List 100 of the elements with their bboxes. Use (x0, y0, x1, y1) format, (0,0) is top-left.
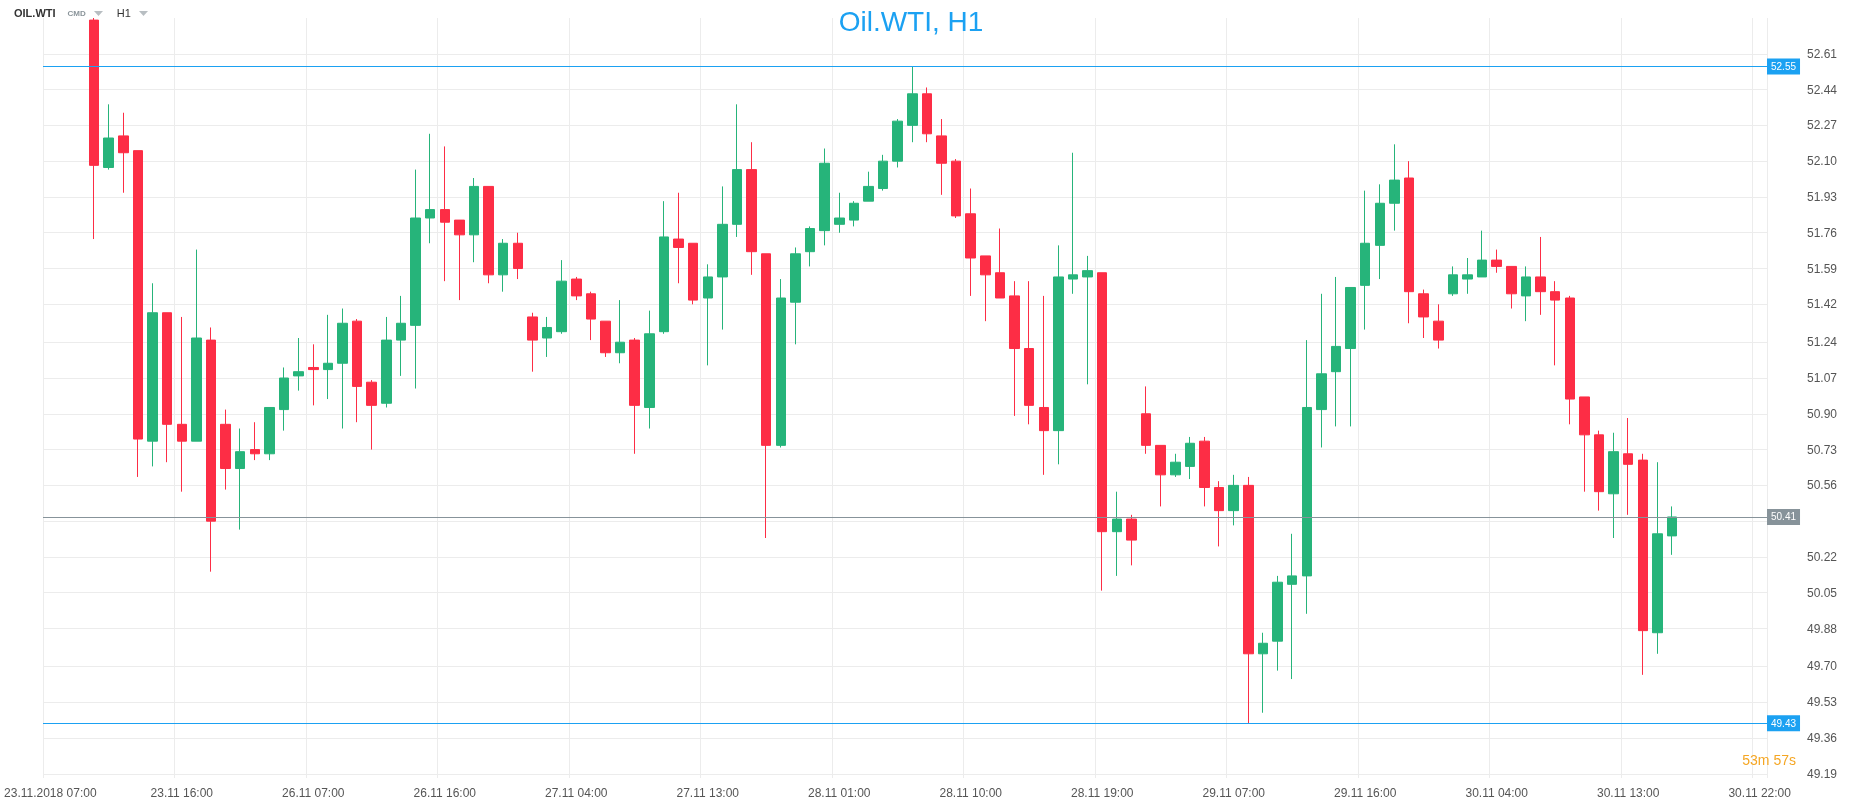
ref-line-label: 50.41 (1771, 511, 1797, 523)
candlestick (147, 282, 158, 467)
y-tick-label: 51.07 (1807, 371, 1838, 385)
candlestick (279, 366, 289, 432)
candlestick (498, 238, 508, 293)
chart-title: Oil.WTI, H1 (838, 5, 984, 37)
candlestick (513, 232, 523, 280)
y-tick-label: 50.56 (1807, 478, 1838, 493)
y-tick-label: 52.44 (1807, 82, 1838, 97)
candlestick (1009, 280, 1020, 417)
y-tick-label: 51.93 (1807, 189, 1838, 204)
candlestick (293, 337, 304, 392)
x-tick-label: 29.11 16:00 (1333, 786, 1397, 800)
candlestick (1097, 272, 1107, 592)
candlestick (629, 337, 640, 455)
candlestick (1287, 533, 1297, 680)
annotation: H1 (116, 7, 131, 19)
candlestick (177, 316, 187, 493)
candlestick (1652, 461, 1663, 655)
candlestick (1375, 183, 1385, 280)
x-tick-label: 28.11 10:00 (939, 786, 1003, 800)
candlestick (717, 185, 728, 331)
candlestick (1608, 432, 1619, 539)
y-tick-label: 52.27 (1807, 118, 1838, 133)
candlestick (162, 312, 172, 463)
candlestick (1565, 295, 1575, 425)
candlestick (191, 249, 202, 442)
candlestick (1345, 286, 1356, 427)
candlestick (469, 177, 479, 263)
candlestick (323, 314, 333, 400)
candlestick (1418, 289, 1429, 339)
candlestick (1521, 265, 1531, 322)
candlestick (951, 158, 961, 219)
candlestick (1594, 430, 1604, 512)
candlestick (381, 316, 392, 408)
candlestick (1550, 280, 1560, 366)
candlestick (615, 299, 625, 364)
candlestick (805, 225, 815, 267)
candlestick (907, 65, 918, 143)
candlestick (118, 112, 129, 194)
candlestick (103, 103, 114, 171)
candlestick (396, 295, 406, 377)
candlestick (1579, 396, 1590, 493)
candlestick (732, 103, 742, 238)
candlestick (440, 145, 450, 282)
x-tick-label: 30.11 22:00 (1728, 786, 1792, 800)
candlestick (1112, 491, 1122, 577)
candlestick (761, 253, 771, 539)
candlestick (790, 246, 801, 345)
candlestick (1141, 385, 1151, 455)
candlestick (980, 255, 991, 322)
candlestick (133, 150, 143, 478)
candlestick (586, 291, 596, 341)
candlestick (1491, 249, 1502, 274)
candlestick (1638, 453, 1648, 676)
candlestick (1667, 505, 1677, 556)
x-tick-label: 27.11 13:00 (676, 786, 740, 800)
candlestick (1623, 417, 1633, 516)
candlestick (1302, 339, 1312, 615)
candlestick (1199, 436, 1210, 507)
candlestick (863, 171, 874, 202)
candlestick (556, 259, 567, 335)
candlestick (366, 379, 377, 451)
y-tick-label: 49.88 (1807, 621, 1838, 636)
annotation: 53m 57s (1742, 752, 1796, 768)
candlestick (1360, 190, 1370, 331)
candlestick (776, 278, 786, 448)
y-tick-label: 51.59 (1807, 261, 1838, 276)
x-tick-label: 23.11 16:00 (150, 786, 214, 800)
candlestick (936, 118, 947, 196)
candlestick (688, 242, 698, 305)
candlestick (746, 141, 757, 276)
annotation: OIL.WTI (14, 7, 56, 19)
y-tick-label: 50.05 (1807, 585, 1838, 600)
candlestick (425, 133, 435, 244)
x-tick-label: 29.11 07:00 (1202, 786, 1266, 800)
candlestick (673, 192, 684, 284)
candlestick (1082, 255, 1093, 385)
candlestick (1433, 303, 1444, 350)
y-tick-label: 49.53 (1807, 695, 1838, 710)
candlestick (337, 308, 348, 430)
candlestick (308, 343, 319, 406)
candlestick (1272, 575, 1283, 672)
y-tick-label: 50.22 (1807, 549, 1838, 564)
x-tick-label: 26.11 16:00 (413, 786, 477, 800)
candlestick (206, 326, 216, 573)
x-tick-label: 30.11 13:00 (1596, 786, 1660, 800)
candlestick (89, 17, 99, 240)
ref-line-label: 52.55 (1771, 60, 1797, 72)
candlestick (352, 318, 362, 423)
y-tick-label: 51.76 (1807, 225, 1838, 240)
candlestick (922, 86, 932, 143)
candlestick (1506, 265, 1517, 310)
y-tick-label: 50.90 (1807, 406, 1838, 421)
candlestick (1170, 453, 1181, 478)
text: CMD (67, 8, 86, 18)
y-tick-label: 51.42 (1807, 297, 1838, 312)
candlestick (1039, 295, 1049, 476)
x-tick-label: 23.11.2018 07:00 (4, 786, 97, 800)
candlestick (834, 192, 845, 234)
